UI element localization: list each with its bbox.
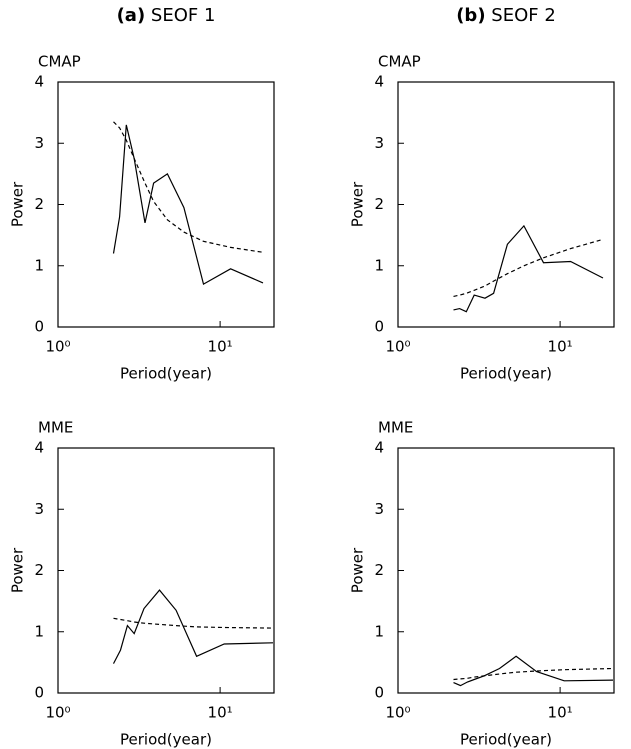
- y-tick-label: 1: [374, 256, 384, 274]
- x-tick-label: 10¹: [548, 338, 573, 356]
- panel-title: MME: [38, 419, 73, 437]
- y-axis-label: Power: [9, 547, 27, 593]
- x-tick-label: 10⁰: [385, 704, 410, 722]
- plot-frame: [57, 447, 275, 694]
- column-header: (b) SEOF 2: [456, 5, 556, 26]
- dashed-line: [453, 667, 614, 681]
- x-tick-label: 10¹: [548, 704, 573, 722]
- x-tick-label: 10⁰: [45, 338, 70, 356]
- y-tick-label: 1: [374, 622, 384, 640]
- solid-line: [112, 589, 274, 664]
- plot-frame: [397, 447, 615, 694]
- x-axis-label: Period(year): [120, 365, 212, 383]
- panel-title: CMAP: [38, 53, 81, 71]
- y-tick-label: 4: [34, 73, 44, 91]
- dashed-line: [113, 121, 264, 253]
- plot-frame: [397, 81, 615, 328]
- y-tick-label: 1: [34, 256, 44, 274]
- column-title: SEOF 2: [491, 5, 556, 26]
- dashed-line: [113, 617, 274, 629]
- y-tick-label: 4: [374, 73, 384, 91]
- panel-letter: (a): [117, 5, 146, 26]
- y-tick-label: 0: [374, 684, 384, 702]
- x-tick-label: 10¹: [208, 338, 233, 356]
- y-tick-label: 2: [374, 561, 384, 579]
- y-tick-label: 2: [374, 195, 384, 213]
- y-tick-label: 3: [34, 134, 44, 152]
- y-tick-label: 3: [374, 134, 384, 152]
- x-tick-label: 10⁰: [385, 338, 410, 356]
- x-axis-label: Period(year): [460, 731, 552, 749]
- plot-frame: [57, 81, 275, 328]
- y-axis-label: Power: [9, 181, 27, 227]
- y-tick-label: 1: [34, 622, 44, 640]
- y-axis-label: Power: [349, 181, 367, 227]
- y-axis-label: Power: [349, 547, 367, 593]
- solid-line: [453, 655, 614, 687]
- column-title: SEOF 1: [151, 5, 216, 26]
- x-tick-label: 10¹: [208, 704, 233, 722]
- y-tick-label: 4: [34, 439, 44, 457]
- x-axis-label: Period(year): [460, 365, 552, 383]
- y-tick-label: 4: [374, 439, 384, 457]
- y-tick-label: 0: [34, 684, 44, 702]
- x-tick-label: 10⁰: [45, 704, 70, 722]
- y-tick-label: 3: [34, 500, 44, 518]
- panel-title: MME: [378, 419, 413, 437]
- panel-letter: (b): [456, 5, 485, 26]
- y-tick-label: 3: [374, 500, 384, 518]
- dashed-line: [453, 238, 604, 297]
- column-header: (a) SEOF 1: [117, 5, 216, 26]
- x-axis-label: Period(year): [120, 731, 212, 749]
- solid-line: [112, 124, 264, 286]
- y-tick-label: 2: [34, 561, 44, 579]
- y-tick-label: 0: [34, 318, 44, 336]
- y-tick-label: 2: [34, 195, 44, 213]
- panel-title: CMAP: [378, 53, 421, 71]
- solid-line: [453, 224, 604, 313]
- y-tick-label: 0: [374, 318, 384, 336]
